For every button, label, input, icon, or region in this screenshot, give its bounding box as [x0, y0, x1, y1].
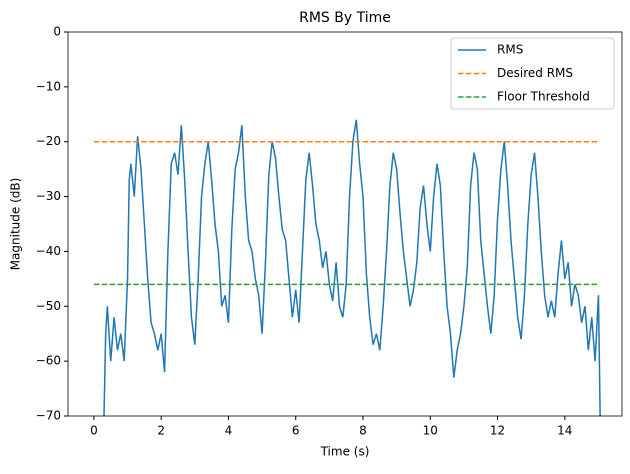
y-tick-label: −50 — [36, 299, 61, 313]
y-tick-label: −20 — [36, 134, 61, 148]
x-tick-label: 8 — [359, 424, 367, 438]
legend-label: RMS — [497, 43, 523, 57]
y-tick-label: −30 — [36, 189, 61, 203]
x-tick-label: 2 — [157, 424, 165, 438]
legend-box — [450, 37, 615, 110]
x-tick-label: 10 — [423, 424, 438, 438]
legend-label: Desired RMS — [497, 66, 573, 80]
legend-label: Floor Threshold — [497, 90, 590, 104]
y-axis-label: Magnitude (dB) — [9, 178, 23, 271]
x-axis-label: Time (s) — [320, 445, 370, 459]
y-tick-label: −70 — [36, 409, 61, 423]
plot-area — [93, 119, 601, 416]
chart-title: RMS By Time — [299, 10, 391, 26]
x-tick-label: 14 — [557, 424, 572, 438]
x-tick-label: 12 — [490, 424, 505, 438]
y-tick-label: −10 — [36, 79, 61, 93]
series-line — [103, 119, 601, 416]
x-tick-label: 4 — [225, 424, 233, 438]
x-tick-label: 6 — [292, 424, 300, 438]
x-tick-label: 0 — [90, 424, 98, 438]
y-tick-label: −60 — [36, 354, 61, 368]
y-tick-label: −40 — [36, 244, 61, 258]
plot-frame — [67, 31, 623, 417]
y-tick-label: 0 — [53, 25, 61, 39]
